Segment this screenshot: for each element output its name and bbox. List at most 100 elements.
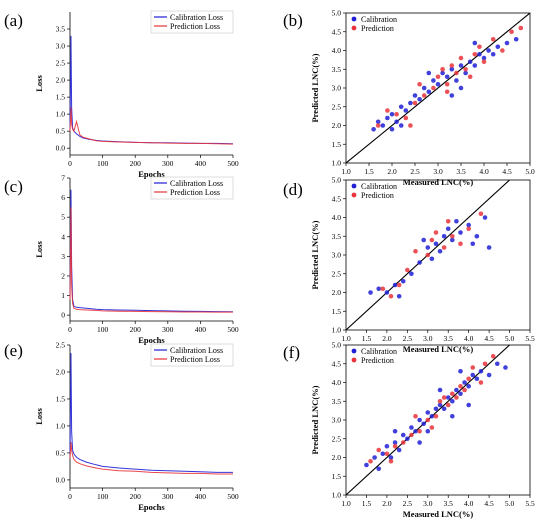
data-point (519, 26, 524, 31)
x-tick-label: 100 (97, 492, 109, 501)
y-tick-label: 4 (61, 232, 65, 241)
data-point (487, 373, 492, 378)
data-point (417, 440, 422, 445)
data-point (463, 67, 468, 72)
legend-marker (352, 349, 357, 354)
data-point (421, 238, 426, 243)
data-point (496, 44, 501, 49)
data-point (486, 48, 491, 53)
data-point (491, 354, 496, 359)
y-axis-title: Loss (34, 241, 44, 258)
data-point (446, 226, 451, 231)
x-tick-label: 400 (195, 159, 207, 168)
x-tick-label: 1.5 (362, 499, 372, 508)
data-point (431, 78, 436, 83)
data-point (417, 260, 422, 265)
y-tick-label: 4.5 (332, 359, 342, 368)
y-tick-label: 3.0 (56, 42, 66, 51)
data-point (413, 101, 418, 106)
y-axis-title: Predicted LNC(%) (310, 53, 320, 122)
data-point (458, 384, 463, 389)
x-tick-label: 400 (195, 492, 207, 501)
data-point (482, 59, 487, 64)
x-tick-label: 300 (162, 325, 174, 334)
data-point (417, 429, 422, 434)
y-tick-label: 3.5 (56, 25, 66, 34)
legend-marker (352, 184, 357, 189)
series-line-prediction-loss (70, 442, 233, 474)
data-point (450, 234, 455, 239)
data-point (389, 294, 394, 299)
x-tick-label: 300 (162, 492, 174, 501)
data-point (389, 459, 394, 464)
data-point (427, 89, 432, 94)
x-tick-label: 1.0 (341, 334, 351, 343)
x-tick-label: 400 (195, 325, 207, 334)
data-point (470, 373, 475, 378)
x-tick-label: 1.5 (364, 167, 374, 176)
x-tick-label: 0 (68, 325, 72, 334)
data-point (468, 59, 473, 64)
data-point (425, 429, 430, 434)
x-tick-label: 1.0 (341, 499, 351, 508)
data-point (436, 82, 441, 87)
data-point (475, 376, 480, 381)
y-tick-label: 2.0 (56, 367, 66, 376)
data-point (381, 123, 386, 128)
panel-label: (c) (4, 177, 23, 196)
y-tick-label: 3.0 (332, 251, 342, 260)
data-point (459, 56, 464, 61)
y-tick-label: 3.5 (332, 65, 342, 74)
data-point (422, 86, 427, 91)
data-point (425, 418, 430, 423)
data-point (442, 245, 447, 250)
x-tick-label: 500 (227, 159, 239, 168)
data-point (385, 451, 390, 456)
data-point (371, 127, 376, 132)
data-point (514, 37, 519, 42)
y-tick-label: 5.0 (332, 341, 342, 350)
data-point (446, 219, 451, 224)
legend-label: Calibration (361, 182, 397, 191)
y-tick-label: 1.0 (332, 159, 342, 168)
y-tick-label: 1.0 (332, 491, 342, 500)
data-point (372, 455, 377, 460)
series-calibration (368, 215, 491, 298)
y-tick-label: 0.0 (56, 144, 66, 153)
data-point (475, 234, 480, 239)
data-point (445, 89, 450, 94)
data-point (417, 82, 422, 87)
y-tick-label: 2.0 (332, 453, 342, 462)
data-point (450, 391, 455, 396)
y-tick-label: 4.5 (332, 27, 342, 36)
data-point (413, 414, 418, 419)
y-tick-label: 4.0 (332, 213, 342, 222)
data-point (405, 268, 410, 273)
data-point (417, 97, 422, 102)
y-tick-label: 1.5 (56, 93, 66, 102)
panel-label: (a) (4, 11, 23, 30)
y-tick-label: 2.0 (332, 288, 342, 297)
data-point (487, 245, 492, 250)
x-tick-label: 200 (130, 325, 142, 334)
data-point (408, 101, 413, 106)
data-point (425, 410, 430, 415)
legend-marker (352, 193, 357, 198)
data-point (509, 29, 514, 34)
legend-label: Prediction Loss (170, 188, 220, 197)
data-point (417, 418, 422, 423)
data-point (376, 286, 381, 291)
data-point (468, 74, 473, 79)
data-point (368, 290, 373, 295)
y-tick-label: 1.5 (332, 472, 342, 481)
plot-frame (346, 345, 530, 495)
data-point (364, 463, 369, 468)
data-point (505, 41, 510, 46)
legend-label: Calibration Loss (170, 13, 223, 22)
panel-label: (b) (283, 11, 303, 30)
x-tick-label: 200 (130, 159, 142, 168)
y-tick-label: 1.5 (332, 307, 342, 316)
series-line-calibration-loss (70, 353, 233, 472)
series-line-calibration-loss (70, 36, 233, 144)
y-tick-label: 3.5 (332, 397, 342, 406)
